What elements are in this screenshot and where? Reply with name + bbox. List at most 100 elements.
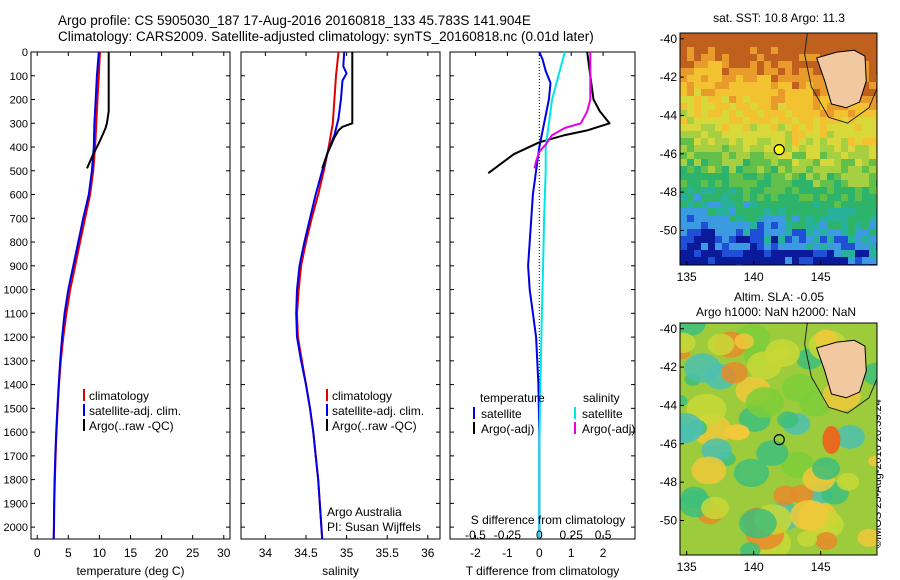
y-tick-label: 1300 [4,356,28,368]
sst-cell [862,236,870,244]
sst-cell [806,124,814,132]
sst-cell [722,54,730,62]
sst-cell [778,166,786,174]
sst-cell [680,40,688,48]
sst-cell [792,40,800,48]
sst-cell [680,236,688,244]
sst-cell [757,145,765,153]
sst-cell [862,145,870,153]
sst-cell [778,236,786,244]
sst-cell [722,243,730,251]
sst-cell [799,61,807,69]
sst-cell [813,117,821,125]
sst-cell [757,166,765,174]
sst-cell [820,82,828,90]
sst-cell [813,222,821,230]
series-line [538,51,566,539]
sst-cell [771,215,779,223]
sst-cell [834,194,842,202]
sst-cell [820,124,828,132]
sst-cell [729,103,737,111]
sst-cell [820,166,828,174]
sst-cell [750,194,758,202]
sst-cell [771,180,779,188]
sst-cell [708,40,716,48]
sst-cell [855,152,863,160]
sst-cell [757,222,765,230]
sst-cell [813,166,821,174]
sst-cell [701,159,709,167]
sst-cell [799,166,807,174]
sst-cell [687,33,695,41]
sst-cell [855,250,863,258]
y-tick-label: 900 [10,261,28,273]
sst-cell [708,152,716,160]
sst-cell [848,103,856,111]
sst-cell [764,257,772,265]
sst-cell [708,33,716,41]
sst-cell [722,152,730,160]
sst-cell [841,33,849,41]
sst-cell [778,82,786,90]
sst-cell [729,131,737,139]
sst-cell [750,33,758,41]
sst-cell [869,243,877,251]
sst-cell [834,145,842,153]
sst-cell [757,257,765,265]
sst-cell [862,54,870,62]
sst-cell [841,243,849,251]
x-tick-label: -2 [470,546,481,560]
sst-cell [862,215,870,223]
sst-cell [862,124,870,132]
sst-cell [680,124,688,132]
sst-cell [708,138,716,146]
sst-cell [869,222,877,230]
sst-cell [820,96,828,104]
sst-cell [855,257,863,265]
sla-blob [868,455,877,467]
sst-cell [715,208,723,216]
sst-cell [806,229,814,237]
sst-cell [848,159,856,167]
map-x-tick-label: 140 [744,270,764,284]
sst-cell [862,131,870,139]
sst-cell [687,250,695,258]
sst-cell [694,40,702,48]
sst-cell [715,110,723,118]
sst-cell [757,180,765,188]
series-line [487,51,611,175]
sst-cell [848,215,856,223]
sst-cell [806,117,814,125]
sst-cell [834,47,842,55]
sst-cell [708,208,716,216]
legend-label: Argo(-adj) [481,422,534,436]
sst-cell [869,187,877,195]
sla-blob [777,411,799,429]
sst-cell [680,201,688,209]
sst-cell [743,54,751,62]
x-tick-label: 36 [421,546,435,560]
sst-cell [799,250,807,258]
sst-cell [813,124,821,132]
sst-cell [855,110,863,118]
sst-cell [771,117,779,125]
sst-cell [736,54,744,62]
sst-cell [736,96,744,104]
sst-cell [834,229,842,237]
sst-cell [834,124,842,132]
sst-cell [743,166,751,174]
sst-cell [834,215,842,223]
y-tick-label: 600 [10,190,28,202]
sst-cell [792,75,800,83]
sst-cell [792,201,800,209]
sst-cell [813,96,821,104]
sst-cell [813,250,821,258]
sst-cell [841,201,849,209]
sst-cell [736,82,744,90]
sst-cell [736,75,744,83]
sst-cell [869,47,877,55]
sst-cell [862,250,870,258]
map-x-tick-label: 135 [677,270,697,284]
sst-cell [869,152,877,160]
sst-cell [687,180,695,188]
